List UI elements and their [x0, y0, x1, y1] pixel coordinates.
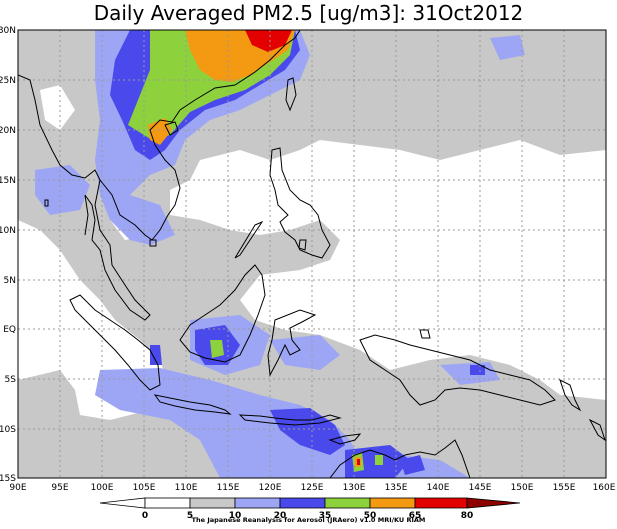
coastline-palawan: [234, 220, 264, 259]
coastline-mainland-asia: [18, 30, 301, 321]
lat-tick-label: 20N: [0, 126, 16, 136]
lon-tick-label: 150E: [511, 483, 534, 493]
credit-text: The Japanese Reanalysis for Aerosol (JRA…: [191, 516, 426, 524]
coastline-sulawesi: [267, 309, 317, 377]
coastline-java: [153, 394, 232, 415]
colorbar-segment: [189, 497, 236, 509]
colorbar-segment: [144, 497, 191, 509]
lon-tick-label: 125E: [301, 483, 324, 493]
map-title: Daily Averaged PM2.5 [ug/m3]: 31Oct2012: [93, 1, 524, 25]
coastline-timor: [328, 433, 362, 445]
pm25-band-0-5: [230, 160, 470, 220]
coastline-sumatra: [69, 294, 161, 391]
colorbar-label: 35: [319, 511, 332, 521]
pm25-band-5-10-north: [430, 45, 606, 150]
lat-tick-label: 25N: [0, 76, 16, 86]
coastline-borneo: [179, 264, 266, 363]
map-gridlines: [18, 30, 606, 478]
lon-tick-label: 115E: [217, 483, 240, 493]
lon-tick-label: 145E: [469, 483, 492, 493]
lat-tick-labels: 30N 25N 20N 15N 10N 5N EQ 5S 10S 15S: [0, 26, 16, 484]
lat-tick-label: 5N: [4, 276, 16, 286]
colorbar-segment: [369, 497, 416, 509]
lat-tick-label: 10S: [0, 425, 16, 435]
coastline-australia: [329, 439, 471, 478]
colorbar-label: 5: [187, 511, 193, 521]
coastlines: [18, 30, 606, 478]
lon-tick-labels: 90E 95E 100E 105E 110E 115E 120E 125E 13…: [9, 483, 615, 493]
colorbar-segment: [414, 497, 468, 509]
lon-tick-label: 105E: [133, 483, 156, 493]
colorbar-segment: [324, 497, 371, 509]
lat-tick-label: 15S: [0, 474, 16, 484]
lon-tick-label: 100E: [91, 483, 114, 493]
coastline-islands-east: [559, 379, 606, 442]
colorbar-label: 20: [274, 511, 287, 521]
lon-tick-label: 110E: [175, 483, 198, 493]
coastline-lesser-sunda: [238, 414, 342, 426]
colorbar-label: 50: [364, 511, 377, 521]
colorbar-segment: [234, 497, 281, 509]
lon-tick-label: 140E: [427, 483, 450, 493]
lon-tick-label: 90E: [9, 483, 26, 493]
colorbar-label: 0: [142, 511, 148, 521]
lat-tick-label: 5S: [5, 375, 17, 385]
lon-tick-label: 130E: [343, 483, 366, 493]
coastline-hainan: [164, 121, 179, 136]
colorbar-segment: [279, 497, 326, 509]
lon-tick-label: 95E: [51, 483, 68, 493]
coastline-taiwan: [285, 77, 297, 112]
coastline-philippines: [269, 147, 331, 259]
lat-tick-label: 15N: [0, 176, 16, 186]
colorbar-label: 80: [461, 511, 474, 521]
lon-tick-label: 120E: [259, 483, 282, 493]
lat-tick-label: 30N: [0, 26, 16, 36]
pm25-band-65-80: [245, 30, 292, 52]
coastline-new-guinea: [359, 334, 556, 406]
lat-tick-label: EQ: [3, 325, 16, 335]
pm25-shading: [18, 30, 606, 478]
lon-tick-label: 135E: [385, 483, 408, 493]
plot-frame: [17, 29, 607, 479]
lon-tick-label: 160E: [593, 483, 616, 493]
colorbar-segment: [466, 497, 521, 509]
colorbar-label: 65: [409, 511, 422, 521]
colorbar-segment: [99, 497, 146, 509]
coastline-islands-small: [44, 199, 431, 339]
colorbar-label: 10: [229, 511, 242, 521]
lat-tick-label: 10N: [0, 226, 16, 236]
colorbar: 0 5 10 20 35 50 65 80: [99, 497, 521, 521]
lon-tick-label: 155E: [553, 483, 576, 493]
